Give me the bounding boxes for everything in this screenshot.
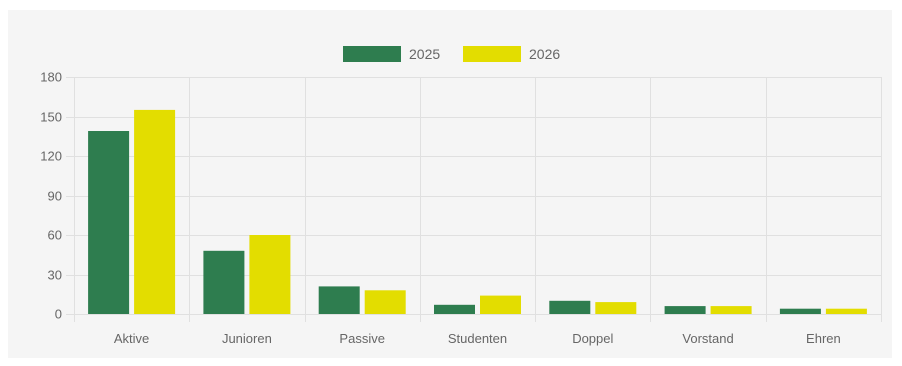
y-tick-label: 30 <box>48 268 62 283</box>
bar-2025-junioren[interactable] <box>203 250 245 314</box>
bar-2025-doppel[interactable] <box>549 300 591 314</box>
y-axis-ticks: 0 30 60 90 120 150 180 <box>40 70 62 322</box>
y-tick-label: 180 <box>40 70 62 85</box>
y-tick-label: 120 <box>40 149 62 164</box>
y-tick-label: 150 <box>40 110 62 125</box>
y-tick-label: 0 <box>55 307 62 322</box>
bar-2026-vorstand[interactable] <box>710 306 752 314</box>
bar-2025-vorstand[interactable] <box>664 306 706 314</box>
legend-label: 2026 <box>529 46 560 62</box>
x-tick-label: Aktive <box>114 331 149 346</box>
bar-2026-studenten[interactable] <box>480 295 521 314</box>
x-tick-label: Studenten <box>448 331 507 346</box>
legend-item-2026[interactable]: 2026 <box>463 46 560 62</box>
bars <box>88 109 867 315</box>
legend-label: 2025 <box>409 46 440 62</box>
legend[interactable]: 2025 2026 <box>343 46 560 62</box>
y-tick-label: 60 <box>48 228 62 243</box>
bar-2026-passive[interactable] <box>364 290 406 314</box>
bar-2026-aktive[interactable] <box>134 109 176 315</box>
legend-swatch <box>463 46 521 62</box>
bar-2026-ehren[interactable] <box>825 308 867 314</box>
grid-lines <box>66 77 882 322</box>
legend-item-2025[interactable]: 2025 <box>343 46 440 62</box>
legend-swatch <box>343 46 401 62</box>
bar-2026-doppel[interactable] <box>595 302 637 314</box>
x-tick-label: Vorstand <box>682 331 733 346</box>
y-tick-label: 90 <box>48 189 62 204</box>
x-tick-label: Doppel <box>572 331 613 346</box>
bar-2026-junioren[interactable] <box>249 235 291 314</box>
x-axis-ticks: Aktive Junioren Passive Studenten Doppel Vors… <box>114 331 841 346</box>
bar-2025-studenten[interactable] <box>434 304 475 314</box>
x-tick-label: Ehren <box>806 331 841 346</box>
bar-2025-aktive[interactable] <box>88 131 130 314</box>
bar-2025-passive[interactable] <box>318 286 360 314</box>
bar-2025-ehren[interactable] <box>779 308 821 314</box>
x-tick-label: Passive <box>339 331 385 346</box>
x-tick-label: Junioren <box>222 331 272 346</box>
